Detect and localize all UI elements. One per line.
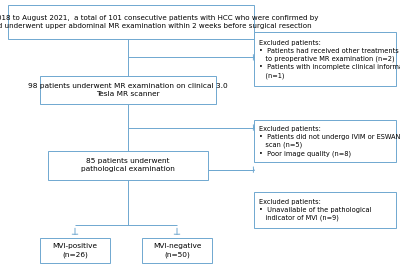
Text: Excluded patients:
•  Patients did not undergo IVIM or ESWAN
   scan (n=5)
•  Po: Excluded patients: • Patients did not un…: [259, 126, 400, 157]
FancyBboxPatch shape: [142, 238, 212, 263]
Text: MVI-positive
(n=26): MVI-positive (n=26): [52, 243, 98, 258]
FancyBboxPatch shape: [40, 76, 216, 104]
FancyBboxPatch shape: [8, 5, 254, 39]
Text: 85 patients underwent
pathological examination: 85 patients underwent pathological exami…: [81, 158, 175, 172]
Text: 98 patients underwent MR examination on clinical 3.0
Tesla MR scanner: 98 patients underwent MR examination on …: [28, 83, 228, 97]
Text: Excluded patients:
•  Unavailable of the pathological
   indicator of MVI (n=9): Excluded patients: • Unavailable of the …: [259, 199, 371, 221]
FancyBboxPatch shape: [40, 238, 110, 263]
FancyBboxPatch shape: [48, 151, 208, 180]
Text: From January 2018 to August 2021,  a total of 101 consecutive patients with HCC : From January 2018 to August 2021, a tota…: [0, 15, 319, 29]
FancyBboxPatch shape: [254, 32, 396, 86]
FancyBboxPatch shape: [254, 192, 396, 228]
Text: Excluded patients:
•  Patients had received other treatments prior
   to preoper: Excluded patients: • Patients had receiv…: [259, 40, 400, 79]
FancyBboxPatch shape: [254, 120, 396, 162]
Text: MVI-negative
(n=50): MVI-negative (n=50): [153, 243, 201, 258]
